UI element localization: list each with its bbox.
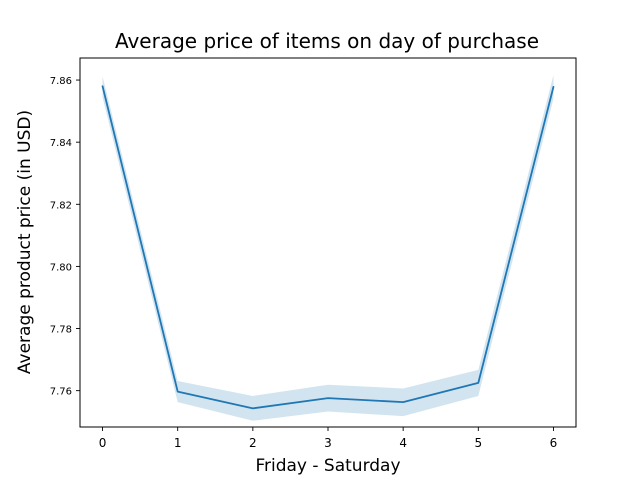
x-tick-label: 0	[99, 436, 107, 450]
x-axis-label: Friday - Saturday	[255, 456, 400, 476]
y-tick-label: 7.84	[50, 138, 72, 149]
x-tick-label: 2	[249, 436, 257, 450]
chart-title: Average price of items on day of purchas…	[115, 29, 539, 53]
y-tick-label: 7.76	[50, 387, 72, 398]
x-tick-label: 4	[399, 436, 407, 450]
x-tick-label: 3	[324, 436, 332, 450]
y-tick-label: 7.82	[50, 200, 72, 211]
y-axis-label: Average product price (in USD)	[15, 110, 35, 374]
y-tick-label: 7.78	[50, 325, 72, 336]
y-axis: 7.76 7.78 7.80 7.82 7.84 7.86	[50, 76, 80, 398]
x-tick-label: 1	[174, 436, 182, 450]
x-axis: 0 1 2 3 4 5 6	[99, 427, 558, 450]
x-tick-label: 6	[550, 436, 558, 450]
plot-area	[101, 75, 555, 421]
x-tick-label: 5	[474, 436, 482, 450]
series-line	[101, 85, 555, 410]
y-tick-label: 7.80	[50, 262, 72, 273]
y-tick-label: 7.86	[50, 76, 72, 87]
